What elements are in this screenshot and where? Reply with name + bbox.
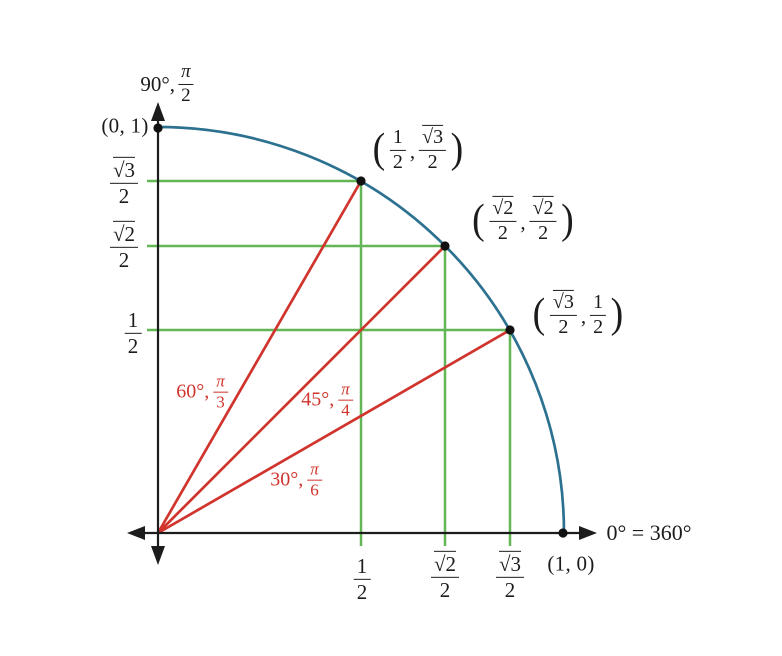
fraction-numerator: π — [178, 61, 194, 85]
fraction-numerator: √3 — [495, 553, 525, 578]
open-paren: ( — [472, 197, 485, 244]
fraction: √3 2 — [109, 159, 139, 208]
x-tick-1-over-2: 1 2 — [353, 555, 371, 604]
y-tick-sqrt2-over-2: √2 2 — [109, 223, 139, 272]
label-angle-60: 60°, π 3 — [176, 372, 228, 412]
x-tick-sqrt3-over-2: √3 2 — [495, 553, 525, 602]
ray-30-deg — [157, 328, 511, 535]
fraction-denominator: 2 — [538, 221, 549, 244]
point-60-deg-dot — [356, 176, 366, 186]
label-90-degrees: 90°, π 2 — [140, 61, 194, 106]
fraction-numerator: 1 — [389, 126, 406, 151]
fraction-numerator: √2 — [529, 197, 557, 222]
y-tick-1-over-2: 1 2 — [124, 309, 142, 358]
fraction: √2 2 — [430, 553, 460, 602]
angle-text: 60°, — [176, 380, 210, 403]
fraction-denominator: 2 — [118, 247, 130, 272]
fraction-denominator: 2 — [497, 221, 508, 244]
fraction-denominator: 3 — [216, 392, 225, 412]
label-0-equals-360: 0° = 360° — [606, 520, 691, 546]
angle-text: 30°, — [270, 468, 304, 491]
y-axis-arrow-up-icon — [151, 102, 165, 121]
comma: , — [520, 210, 526, 235]
fraction-numerator: √2 — [489, 197, 517, 222]
open-paren: ( — [532, 291, 546, 338]
angle-text: 45°, — [301, 388, 335, 411]
fraction-numerator: √3 — [549, 291, 577, 316]
fraction-numerator: π — [338, 380, 353, 401]
label-angle-45: 45°, π 4 — [301, 380, 353, 420]
fraction-pi-over-2: π 2 — [178, 61, 194, 106]
fraction-numerator: 1 — [124, 309, 142, 334]
ray-60-deg — [156, 180, 363, 534]
point-0-1-dot — [153, 123, 163, 133]
fraction-pi-over-6: π 6 — [307, 460, 322, 500]
label-coord-30-deg: ( √3 2 , 1 2 ) — [532, 291, 624, 338]
fraction-numerator: √2 — [430, 553, 460, 578]
angle-rays — [156, 180, 511, 535]
y-tick-sqrt3-over-2: √3 2 — [109, 159, 139, 208]
label-point-0-1-text: (0, 1) — [101, 113, 149, 138]
y-fraction: √3 2 — [419, 126, 447, 173]
axes — [134, 117, 584, 550]
x-fraction: √3 2 — [549, 291, 577, 338]
label-90-degrees-text: 90°, — [140, 71, 176, 96]
close-paren: ) — [561, 197, 574, 244]
fraction: √3 2 — [495, 553, 525, 602]
fraction-pi-over-3: π 3 — [213, 372, 228, 412]
point-30-deg-dot — [505, 325, 515, 335]
fraction-denominator: 2 — [181, 84, 191, 106]
fraction: 1 2 — [353, 555, 371, 604]
y-fraction: 1 2 — [590, 291, 607, 338]
x-axis-arrow-left-icon — [127, 526, 145, 540]
y-axis-arrow-down-icon — [151, 546, 165, 565]
fraction-pi-over-4: π 4 — [338, 380, 353, 420]
fraction-denominator: 2 — [127, 333, 139, 358]
axis-arrowheads — [127, 102, 597, 565]
x-fraction: 1 2 — [389, 126, 406, 173]
comma: , — [580, 304, 587, 329]
fraction-denominator: 2 — [427, 150, 438, 173]
label-point-1-0-text: (1, 0) — [547, 551, 595, 576]
fraction-numerator: π — [307, 460, 322, 481]
open-paren: ( — [372, 126, 386, 173]
fraction-denominator: 2 — [439, 577, 451, 602]
fraction-denominator: 2 — [593, 315, 604, 338]
fraction-denominator: 2 — [118, 183, 130, 208]
fraction: 1 2 — [124, 309, 142, 358]
label-point-1-0: (1, 0) — [547, 552, 594, 577]
fraction-numerator: 1 — [590, 291, 607, 316]
label-coord-60-deg: ( 1 2 , √3 2 ) — [372, 126, 464, 173]
ray-45-deg — [157, 245, 446, 534]
label-coord-45-deg: ( √2 2 , √2 2 ) — [471, 197, 574, 244]
fraction-denominator: 6 — [310, 480, 319, 500]
fraction-numerator: 1 — [353, 555, 371, 580]
comma: , — [409, 139, 416, 164]
point-1-0-dot — [558, 528, 568, 538]
fraction: √2 2 — [109, 223, 139, 272]
x-fraction: √2 2 — [489, 197, 517, 244]
fraction-numerator: π — [213, 372, 228, 393]
label-0-equals-360-text: 0° = 360° — [606, 520, 692, 545]
close-paren: ) — [610, 291, 624, 338]
label-point-0-1: (0, 1) — [101, 114, 148, 139]
fraction-denominator: 2 — [558, 315, 569, 338]
point-45-deg-dot — [440, 241, 450, 251]
y-fraction: √2 2 — [529, 197, 557, 244]
fraction-denominator: 2 — [356, 579, 368, 604]
fraction-numerator: √3 — [419, 126, 447, 151]
fraction-numerator: √3 — [109, 159, 139, 184]
fraction-denominator: 2 — [504, 577, 516, 602]
x-tick-sqrt2-over-2: √2 2 — [430, 553, 460, 602]
x-axis-arrow-right-icon — [579, 526, 597, 540]
close-paren: ) — [450, 126, 464, 173]
guide-lines — [147, 179, 512, 546]
circle-points — [153, 123, 568, 538]
label-angle-30: 30°, π 6 — [270, 460, 322, 500]
fraction-denominator: 4 — [341, 400, 350, 420]
fraction-numerator: √2 — [109, 223, 139, 248]
fraction-denominator: 2 — [392, 150, 403, 173]
